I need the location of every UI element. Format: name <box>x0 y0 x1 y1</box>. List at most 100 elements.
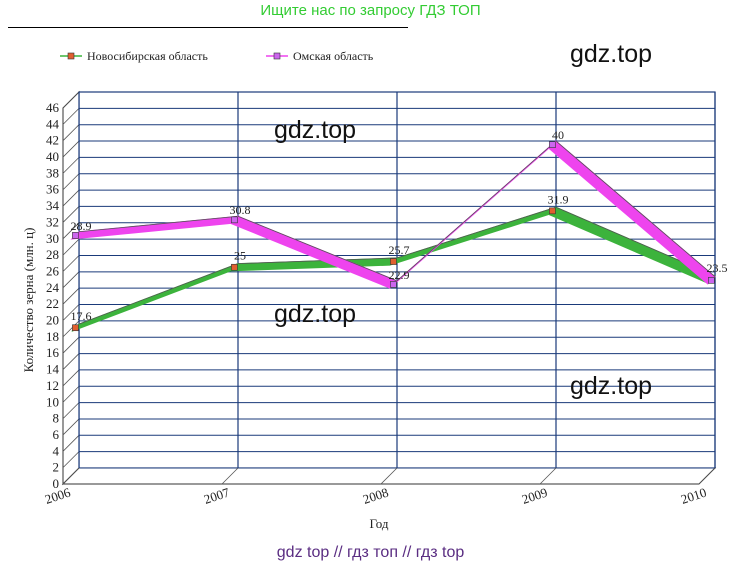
plot-side-wall <box>62 90 80 486</box>
y-tick-label: 46 <box>46 100 60 115</box>
side-gridline <box>62 91 80 109</box>
series-0-point <box>549 207 556 215</box>
floor-gridline <box>698 467 716 485</box>
series-0-point <box>390 258 397 265</box>
series-0-edge <box>78 263 239 325</box>
y-tick-label: 44 <box>46 116 60 131</box>
banner-divider <box>8 27 408 28</box>
side-gridline <box>62 206 80 223</box>
side-gridline <box>62 222 80 240</box>
side-gridline <box>62 287 80 305</box>
bottom-banner: gdz top // гдз топ // гдз top <box>276 544 465 561</box>
side-gridline <box>62 238 80 256</box>
y-tick-label: 42 <box>46 133 59 148</box>
y-tick-label: 24 <box>46 280 60 295</box>
side-gridline <box>62 173 80 191</box>
y-tick-label: 4 <box>53 443 60 458</box>
side-gridline <box>62 124 80 141</box>
legend-label-1: Омская область <box>293 49 374 63</box>
side-gridline <box>62 418 80 436</box>
series-0-edge <box>396 206 557 259</box>
series-1-data-label: 40 <box>552 128 564 142</box>
side-gridline <box>62 271 80 289</box>
series-0-point <box>72 324 79 332</box>
y-tick-label: 36 <box>46 182 60 197</box>
side-gridline <box>62 255 80 272</box>
y-tick-label: 6 <box>53 427 60 442</box>
y-tick-label: 30 <box>46 231 59 246</box>
watermark: gdz.top <box>274 300 357 328</box>
floor-gridline <box>380 467 398 485</box>
y-tick-label: 14 <box>46 362 60 377</box>
y-tick-label: 0 <box>53 476 60 491</box>
series-0-data-label: 23.5 <box>707 261 728 275</box>
floor-gridline <box>62 467 80 485</box>
side-gridline <box>62 304 80 321</box>
y-tick-label: 10 <box>46 394 59 409</box>
y-tick-label: 32 <box>46 214 59 229</box>
side-gridline <box>62 451 80 468</box>
series-0-data-label: 31.9 <box>548 192 569 206</box>
legend-marker-1 <box>273 52 281 60</box>
y-tick-label: 38 <box>46 165 59 180</box>
y-tick-label: 16 <box>46 345 60 360</box>
y-tick-label: 34 <box>46 198 60 213</box>
series-1-data-label: 30.8 <box>230 203 251 217</box>
y-tick-label: 20 <box>46 313 59 328</box>
y-tick-label: 8 <box>53 411 60 426</box>
y-tick-label: 12 <box>46 378 59 393</box>
x-tick-label: 2006 <box>43 484 73 506</box>
series-1-edge <box>237 215 398 282</box>
x-tick-label: 2007 <box>202 484 232 506</box>
floor-gridline <box>539 467 557 485</box>
series-1-point <box>390 281 397 288</box>
side-gridline <box>62 402 80 419</box>
series-1-data-label: 28.9 <box>71 219 92 233</box>
floor-gridline <box>221 467 239 485</box>
top-banner: Ищите нас по запросу ГДЗ ТОП <box>260 2 481 19</box>
x-tick-label: 2010 <box>679 485 708 507</box>
series-1-edge <box>555 140 716 278</box>
series-0-point <box>231 263 238 271</box>
side-gridline <box>62 353 80 370</box>
side-gridline <box>62 108 80 125</box>
x-tick-label: 2009 <box>520 485 549 507</box>
side-gridline <box>62 369 80 387</box>
grid-layer <box>61 90 717 486</box>
legend-marker-0 <box>67 52 75 60</box>
y-axis-title: Количество зерна (млн. ц) <box>21 228 36 373</box>
y-tick-label: 2 <box>53 460 60 475</box>
x-tick-labels: 2006 2007 2008 2009 2010 <box>43 484 708 506</box>
series-1-edge <box>396 140 557 282</box>
side-gridline <box>62 336 80 354</box>
y-tick-label: 26 <box>46 263 60 278</box>
series-1-data-label: 22.9 <box>389 268 410 282</box>
series-1-point <box>549 141 556 148</box>
series-1-edge <box>78 215 239 233</box>
series-1-point <box>72 232 79 239</box>
side-gridline <box>62 385 80 403</box>
watermark: gdz.top <box>274 116 357 144</box>
x-tick-label: 2008 <box>361 485 390 507</box>
series-0-data-label: 17.6 <box>71 309 92 323</box>
side-gridline <box>62 320 80 338</box>
series-0-data-label: 25.7 <box>389 243 410 257</box>
side-gridline <box>62 435 80 452</box>
y-tick-label: 22 <box>46 296 59 311</box>
side-gridline <box>62 140 80 158</box>
side-gridline <box>62 157 80 174</box>
legend-label-0: Новосибирская область <box>87 49 208 63</box>
y-tick-labels: 0246810121416182022242628303234363840424… <box>46 100 60 491</box>
side-gridline <box>62 189 80 207</box>
series-1-point <box>231 216 238 224</box>
y-tick-label: 40 <box>46 149 59 164</box>
watermark: gdz.top <box>570 40 653 68</box>
series-0-edge <box>237 257 398 265</box>
series-0-data-label: 25 <box>234 249 246 263</box>
x-axis-title: Год <box>369 516 388 531</box>
legend: Новосибирская область Омская область <box>60 49 374 63</box>
data-labels-layer: 17.6 25 25.7 31.9 23.5 28.9 30.8 22.9 40 <box>71 128 728 323</box>
series-layer <box>70 140 716 332</box>
y-tick-label: 28 <box>46 247 59 262</box>
